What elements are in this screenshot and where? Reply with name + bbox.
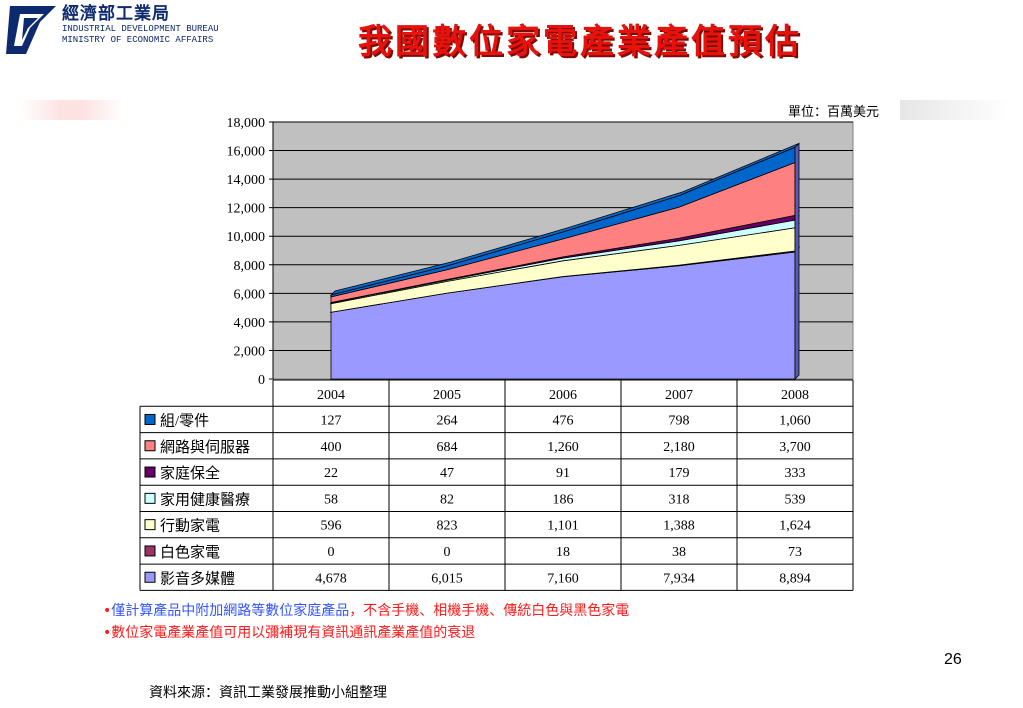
table-cell-value: 596 <box>321 519 342 534</box>
org-name-en-2: MINISTRY OF ECONOMIC AFFAIRS <box>62 35 214 45</box>
legend-swatch <box>144 519 156 531</box>
legend-swatch <box>144 440 156 452</box>
table-cell-value: 798 <box>669 413 690 428</box>
area-side-depth <box>794 142 800 380</box>
note-1-exclusions: ，不含手機、相機手機、傳統白色與黑色家電 <box>349 603 630 619</box>
org-name-cn: 經濟部工業局 <box>62 4 170 24</box>
y-tick-label: 12,000 <box>227 202 266 217</box>
x-tick-label: 2004 <box>317 388 345 403</box>
page-number: 26 <box>944 651 962 668</box>
y-tick-label: 16,000 <box>227 145 266 160</box>
legend-label: 家庭保全 <box>160 464 220 482</box>
legend-swatch <box>144 466 156 478</box>
y-tick-label: 4,000 <box>234 316 266 331</box>
legend-label: 行動家電 <box>160 518 220 535</box>
note-1: •僅計算產品中附加網路等數位家庭產品，不含手機、相機手機、傳統白色與黑色家電 <box>103 600 629 622</box>
note-1-bullet: • <box>103 603 112 619</box>
table-cell-value: 400 <box>321 440 342 455</box>
legend-swatch <box>144 413 156 425</box>
slide-title: 我國數位家電產業產值預估 <box>358 22 802 62</box>
y-tick-label: 10,000 <box>227 230 266 245</box>
legend-label: 網路與伺服器 <box>160 439 250 456</box>
table-cell-value: 823 <box>437 519 458 534</box>
legend-swatch <box>144 545 156 557</box>
legend-label: 影音多媒體 <box>160 570 235 587</box>
org-name-en-1: INDUSTRIAL DEVELOPMENT BUREAU <box>62 24 219 34</box>
table-cell-value: 179 <box>669 466 690 481</box>
data-table: 2004 2005 2006 2007 2008 組/零件 127 264 476 798 1,06… <box>139 379 854 591</box>
table-cell-value: 4,678 <box>315 571 347 586</box>
legend-swatch <box>144 492 156 504</box>
idb-emblem-icon <box>6 6 56 54</box>
table-cell-value: 1,060 <box>779 413 811 428</box>
x-tick-label: 2006 <box>549 388 577 403</box>
table-cell-value: 47 <box>440 466 454 481</box>
table-cell-value: 58 <box>324 492 338 507</box>
table-cell-value: 1,388 <box>663 519 695 534</box>
note-2: •數位家電產業產值可用以彌補現有資訊通訊產業產值的衰退 <box>103 625 476 641</box>
table-cell-value: 3,700 <box>779 440 811 455</box>
table-cell-value: 0 <box>328 545 335 560</box>
y-tick-label: 18,000 <box>227 116 266 131</box>
footnotes: •僅計算產品中附加網路等數位家庭產品，不含手機、相機手機、傳統白色與黑色家電 •… <box>103 600 629 644</box>
table-cell-value: 476 <box>553 413 574 428</box>
table-cell-value: 318 <box>669 492 690 507</box>
legend-swatch <box>144 571 156 583</box>
table-cell-value: 1,101 <box>547 519 579 534</box>
unit-label: 單位：百萬美元 <box>788 105 880 120</box>
table-cell-value: 7,934 <box>663 571 695 586</box>
table-cell-value: 539 <box>785 492 806 507</box>
table-cell-value: 684 <box>437 440 458 455</box>
x-tick-label: 2005 <box>433 388 461 403</box>
data-source: 資料來源：資訊工業發展推動小組整理 <box>149 685 387 701</box>
x-tick-label: 2008 <box>781 388 809 403</box>
table-cell-value: 6,015 <box>431 571 463 586</box>
table-cell-value: 2,180 <box>663 440 695 455</box>
table-cell-value: 7,160 <box>547 571 579 586</box>
table-cell-value: 22 <box>324 466 338 481</box>
table-cell-value: 264 <box>437 413 458 428</box>
legend-label: 組/零件 <box>160 412 209 429</box>
table-cell-value: 127 <box>321 413 342 428</box>
y-tick-label: 14,000 <box>227 173 266 188</box>
decor-pink-band <box>20 100 124 120</box>
y-tick-label: 2,000 <box>234 344 266 359</box>
org-logo: 經濟部工業局 INDUSTRIAL DEVELOPMENT BUREAU MIN… <box>0 0 250 58</box>
y-tick-label: 0 <box>258 373 265 388</box>
table-cell-value: 91 <box>556 466 570 481</box>
table-cell-value: 38 <box>672 545 686 560</box>
table-cell-value: 1,624 <box>779 519 811 534</box>
legend-label: 家用健康醫療 <box>160 491 250 508</box>
legend-label: 白色家電 <box>160 544 220 561</box>
x-tick-label: 2007 <box>665 388 693 403</box>
table-cell-value: 73 <box>788 545 802 560</box>
y-tick-label: 6,000 <box>234 287 266 302</box>
table-cell-value: 186 <box>553 492 574 507</box>
table-cell-value: 1,260 <box>547 440 579 455</box>
y-tick-label: 8,000 <box>234 259 266 274</box>
note-1-scope: 僅計算產品中附加網路等數位家庭產品 <box>111 603 350 619</box>
table-cell-value: 82 <box>440 492 454 507</box>
table-cell-value: 333 <box>785 466 806 481</box>
table-cell-value: 8,894 <box>779 571 811 586</box>
table-cell-value: 18 <box>556 545 570 560</box>
table-cell-value: 0 <box>444 545 451 560</box>
decor-grey-band <box>900 100 1010 120</box>
